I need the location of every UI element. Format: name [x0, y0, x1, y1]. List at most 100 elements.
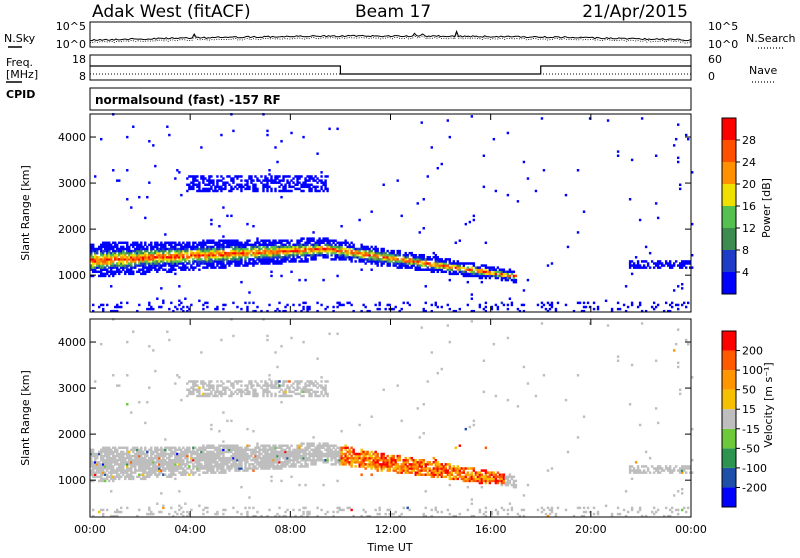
- cpid-text: normalsound (fast) -157 RF: [95, 93, 281, 107]
- echo-cell: [150, 447, 152, 449]
- echo-cell: [184, 298, 186, 300]
- echo-cell: [647, 262, 649, 264]
- echo-cell: [252, 507, 254, 509]
- echo-cell: [126, 447, 128, 449]
- echo-cell: [248, 186, 250, 188]
- echo-cell: [244, 302, 246, 304]
- echo-cell: [126, 341, 128, 343]
- echo-cell: [240, 380, 242, 382]
- echo-cell: [465, 223, 467, 225]
- echo-cell: [252, 430, 254, 432]
- echo-cell: [449, 463, 451, 465]
- echo-cell: [459, 308, 461, 310]
- echo-cell: [112, 169, 114, 171]
- echo-cell: [376, 453, 378, 455]
- echo-cell: [254, 389, 256, 391]
- echo-cell: [286, 509, 288, 511]
- echo-cell: [270, 476, 272, 478]
- echo-cell: [320, 171, 322, 173]
- echo-cell: [138, 304, 140, 306]
- noise-right-tick-bottom: 10^0: [708, 38, 738, 51]
- echo-cell: [212, 179, 214, 181]
- noise-right-tick-top: 10^5: [708, 20, 738, 33]
- echo-cell: [132, 126, 134, 128]
- echo-cell: [352, 449, 354, 451]
- echo-cell: [188, 242, 190, 244]
- echo-cell: [364, 306, 366, 308]
- echo-cell: [200, 146, 202, 148]
- date-title: 21/Apr/2015: [582, 2, 688, 22]
- echo-cell: [218, 225, 220, 227]
- echo-cell: [130, 411, 132, 413]
- echo-cell: [360, 473, 362, 475]
- echo-cell: [268, 509, 270, 511]
- echo-cell: [322, 484, 324, 486]
- echo-cell: [280, 480, 282, 482]
- echo-cell: [449, 279, 451, 281]
- echo-cell: [170, 302, 172, 304]
- echo-cell: [397, 179, 399, 181]
- echo-cell: [174, 478, 176, 480]
- echo-cell: [328, 128, 330, 130]
- frequency-trace: [90, 66, 691, 74]
- echo-cell: [156, 503, 158, 505]
- echo-cell: [256, 237, 258, 239]
- echo-cell: [252, 302, 254, 304]
- echo-cell: [631, 159, 633, 161]
- echo-cell: [290, 190, 292, 192]
- echo-cell: [483, 155, 485, 157]
- echo-cell: [160, 511, 162, 513]
- echo-cell: [641, 117, 643, 119]
- echo-cell: [298, 509, 300, 511]
- echo-cell: [94, 380, 96, 382]
- echo-cell: [320, 380, 322, 382]
- echo-cell: [306, 463, 308, 465]
- echo-cell: [507, 308, 509, 310]
- echo-cell: [144, 447, 146, 449]
- echo-cell: [280, 275, 282, 277]
- colorbar-swatch: [722, 118, 736, 140]
- echo-cell: [583, 302, 585, 304]
- echo-cell: [252, 225, 254, 227]
- echo-cell: [126, 169, 128, 171]
- echo-cell: [222, 177, 224, 179]
- echo-cell: [577, 169, 579, 171]
- echo-cell: [316, 357, 318, 359]
- echo-cell: [597, 306, 599, 308]
- echo-cell: [671, 302, 673, 304]
- echo-cell: [449, 258, 451, 260]
- echo-cell: [607, 119, 609, 121]
- echo-cell: [431, 509, 433, 511]
- echo-cell: [370, 268, 372, 270]
- echo-cell: [280, 140, 282, 142]
- echo-cell: [677, 157, 679, 159]
- echo-cell: [212, 384, 214, 386]
- echo-cell: [278, 302, 280, 304]
- echo-cell: [118, 384, 120, 386]
- echo-cell: [148, 302, 150, 304]
- echo-cell: [276, 161, 278, 163]
- noise-traces: [90, 31, 691, 43]
- echo-cell: [471, 320, 473, 322]
- colorbar-swatch: [722, 206, 736, 228]
- echo-cell: [593, 308, 595, 310]
- echo-cell: [535, 190, 537, 192]
- echo-cell: [102, 304, 104, 306]
- echo-cell: [154, 370, 156, 372]
- echo-cell: [274, 351, 276, 353]
- echo-cell: [290, 476, 292, 478]
- echo-cell: [256, 188, 258, 190]
- echo-cell: [256, 511, 258, 513]
- echo-cell: [266, 339, 268, 341]
- echo-cell: [437, 167, 439, 169]
- echo-cell: [202, 308, 204, 310]
- echo-cell: [543, 169, 545, 171]
- echo-cell: [409, 304, 411, 306]
- colorbar-tick-label: 24: [742, 156, 756, 169]
- echo-cell: [236, 306, 238, 308]
- echo-cell: [302, 511, 304, 513]
- echo-cell: [481, 281, 483, 283]
- power-panel-frame: [90, 114, 691, 312]
- echo-cell: [174, 177, 176, 179]
